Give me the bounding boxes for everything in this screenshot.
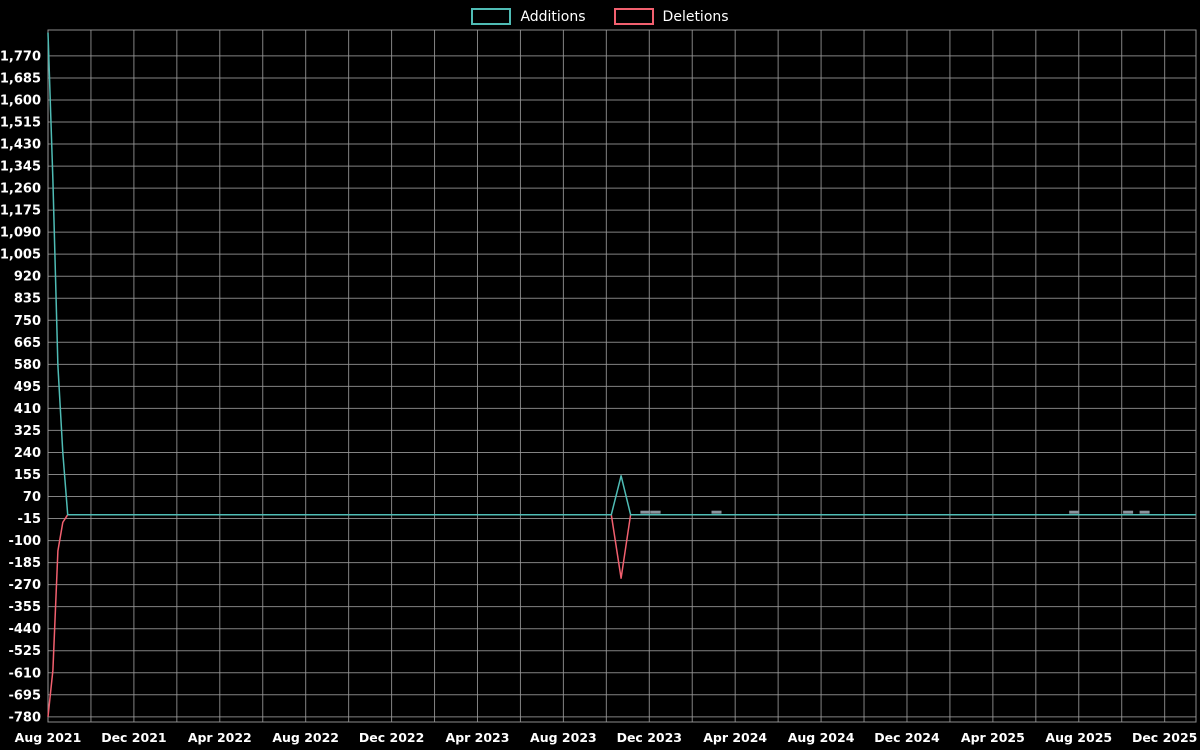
svg-text:Apr 2024: Apr 2024 bbox=[703, 730, 767, 745]
svg-text:-610: -610 bbox=[8, 666, 41, 681]
svg-text:Apr 2022: Apr 2022 bbox=[188, 730, 252, 745]
svg-text:Aug 2023: Aug 2023 bbox=[530, 730, 597, 745]
additions-line bbox=[47, 32, 1196, 516]
svg-text:Apr 2023: Apr 2023 bbox=[446, 730, 510, 745]
svg-text:1,175: 1,175 bbox=[0, 204, 41, 219]
svg-text:Dec 2025: Dec 2025 bbox=[1132, 730, 1197, 745]
legend-item-deletions[interactable]: Deletions bbox=[613, 8, 729, 25]
svg-text:-15: -15 bbox=[18, 512, 42, 527]
svg-text:Dec 2021: Dec 2021 bbox=[101, 730, 166, 745]
zero-week-markers bbox=[640, 510, 1150, 514]
svg-text:1,685: 1,685 bbox=[0, 71, 41, 86]
svg-text:-525: -525 bbox=[8, 644, 41, 659]
deletions-swatch-icon bbox=[613, 8, 654, 25]
svg-text:Aug 2024: Aug 2024 bbox=[788, 730, 855, 745]
svg-text:1,005: 1,005 bbox=[0, 248, 41, 263]
svg-text:-355: -355 bbox=[8, 600, 41, 615]
svg-text:70: 70 bbox=[23, 490, 41, 505]
svg-text:-780: -780 bbox=[8, 710, 41, 725]
svg-text:Dec 2023: Dec 2023 bbox=[617, 730, 682, 745]
svg-text:1,770: 1,770 bbox=[0, 49, 41, 64]
svg-text:410: 410 bbox=[14, 402, 41, 417]
legend-deletions-label: Deletions bbox=[662, 8, 729, 25]
svg-text:1,600: 1,600 bbox=[0, 93, 41, 108]
svg-text:-100: -100 bbox=[8, 534, 41, 549]
svg-text:-270: -270 bbox=[8, 578, 41, 593]
svg-text:Aug 2021: Aug 2021 bbox=[15, 730, 82, 745]
svg-text:665: 665 bbox=[14, 336, 41, 351]
y-axis-tick-labels: 1,770 1,685 1,600 1,515 1,430 1,345 1,260 1,175… bbox=[0, 49, 41, 725]
svg-text:1,090: 1,090 bbox=[0, 226, 41, 241]
legend-additions-label: Additions bbox=[520, 8, 586, 25]
x-axis-tick-labels: Aug 2021 Dec 2021 Apr 2022 Aug 2022 Dec 2022… bbox=[15, 730, 1198, 745]
svg-text:750: 750 bbox=[14, 314, 41, 329]
svg-text:Dec 2022: Dec 2022 bbox=[359, 730, 424, 745]
svg-text:1,430: 1,430 bbox=[0, 138, 41, 153]
grid-lines bbox=[47, 30, 1196, 722]
svg-text:240: 240 bbox=[14, 446, 41, 461]
svg-text:155: 155 bbox=[14, 468, 41, 483]
svg-text:-185: -185 bbox=[8, 556, 41, 571]
svg-text:-695: -695 bbox=[8, 688, 41, 703]
svg-text:835: 835 bbox=[14, 292, 41, 307]
svg-text:1,260: 1,260 bbox=[0, 182, 41, 197]
svg-text:580: 580 bbox=[14, 358, 41, 373]
svg-text:Apr 2025: Apr 2025 bbox=[961, 730, 1025, 745]
svg-text:920: 920 bbox=[14, 270, 41, 285]
plot-border bbox=[47, 29, 1197, 723]
svg-text:Aug 2025: Aug 2025 bbox=[1045, 730, 1112, 745]
svg-text:1,515: 1,515 bbox=[0, 116, 41, 131]
svg-text:-440: -440 bbox=[8, 622, 41, 637]
svg-text:1,345: 1,345 bbox=[0, 160, 41, 175]
chart-legend: Additions Deletions bbox=[0, 8, 1200, 25]
svg-text:495: 495 bbox=[14, 380, 41, 395]
svg-text:Aug 2022: Aug 2022 bbox=[272, 730, 339, 745]
legend-item-additions[interactable]: Additions bbox=[471, 8, 586, 25]
svg-text:325: 325 bbox=[14, 424, 41, 439]
additions-swatch-icon bbox=[471, 8, 512, 25]
svg-text:Dec 2024: Dec 2024 bbox=[874, 730, 940, 745]
